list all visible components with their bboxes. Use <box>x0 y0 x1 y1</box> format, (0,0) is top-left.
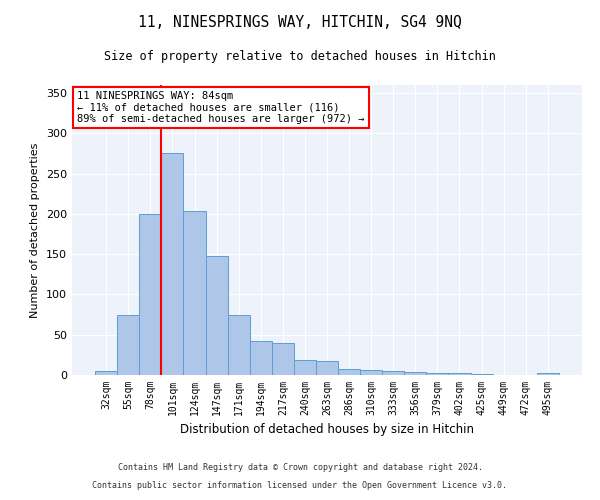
Bar <box>117 314 139 375</box>
Bar <box>470 374 493 375</box>
Bar <box>382 371 404 375</box>
Y-axis label: Number of detached properties: Number of detached properties <box>31 142 40 318</box>
X-axis label: Distribution of detached houses by size in Hitchin: Distribution of detached houses by size … <box>180 424 474 436</box>
Bar <box>316 360 338 375</box>
Bar <box>404 372 427 375</box>
Text: Contains HM Land Registry data © Crown copyright and database right 2024.: Contains HM Land Registry data © Crown c… <box>118 464 482 472</box>
Text: Contains public sector information licensed under the Open Government Licence v3: Contains public sector information licen… <box>92 481 508 490</box>
Bar <box>139 214 161 375</box>
Bar <box>272 343 294 375</box>
Bar <box>338 370 360 375</box>
Text: 11 NINESPRINGS WAY: 84sqm
← 11% of detached houses are smaller (116)
89% of semi: 11 NINESPRINGS WAY: 84sqm ← 11% of detac… <box>77 91 365 124</box>
Text: 11, NINESPRINGS WAY, HITCHIN, SG4 9NQ: 11, NINESPRINGS WAY, HITCHIN, SG4 9NQ <box>138 15 462 30</box>
Bar <box>250 341 272 375</box>
Bar <box>427 372 448 375</box>
Text: Size of property relative to detached houses in Hitchin: Size of property relative to detached ho… <box>104 50 496 63</box>
Bar <box>448 374 470 375</box>
Bar <box>95 371 117 375</box>
Bar <box>206 256 227 375</box>
Bar <box>360 370 382 375</box>
Bar <box>184 212 206 375</box>
Bar <box>537 374 559 375</box>
Bar <box>227 314 250 375</box>
Bar <box>161 154 184 375</box>
Bar <box>294 360 316 375</box>
